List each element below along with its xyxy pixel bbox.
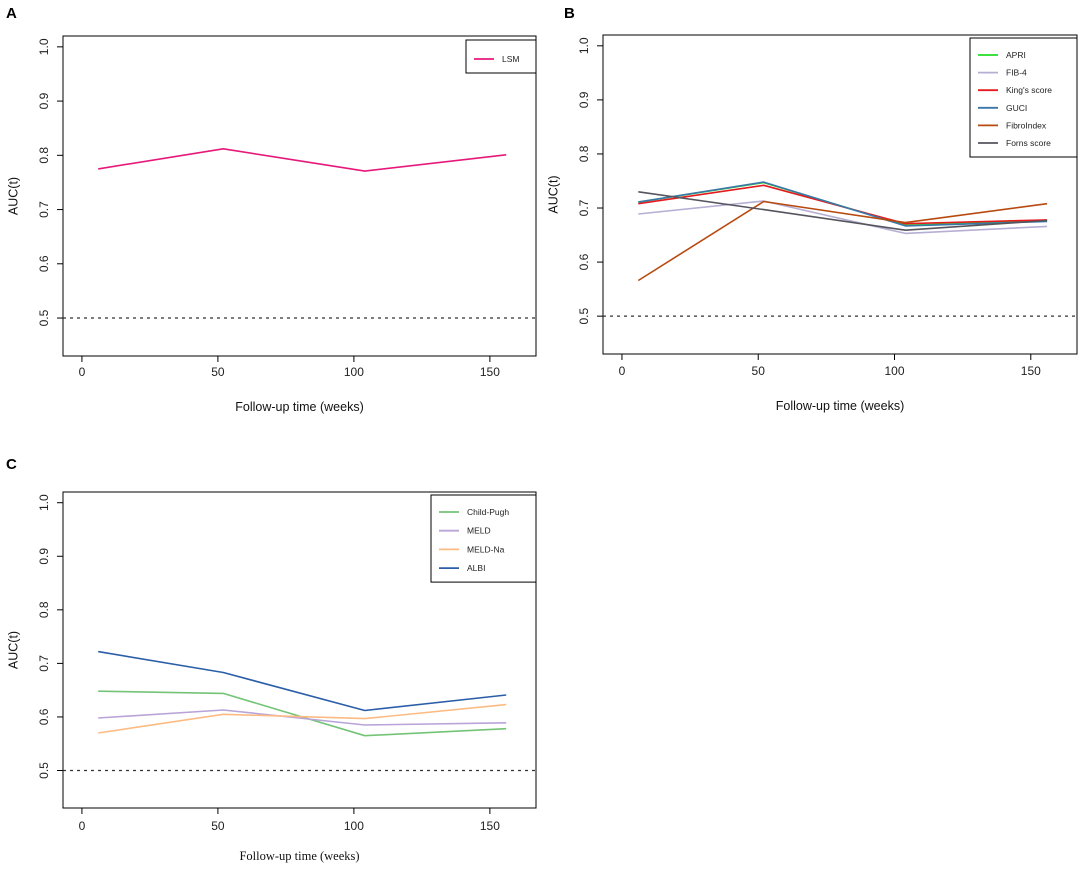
series-line-guci (638, 181, 1048, 227)
panel-A: A 0.5 0.6 0.7 0.8 0.9 1.0 0 50 100 150 Follow-up ti… (6, 5, 537, 414)
series-line-albi (98, 650, 507, 712)
x-tick-label: 100 (884, 364, 904, 378)
legend-label: Child-Pugh (467, 507, 509, 517)
series-line-child-pugh (98, 690, 507, 737)
y-tick-label: 0.6 (37, 255, 51, 272)
y-tick-label: 0.9 (37, 548, 51, 565)
y-tick-label: 1.0 (577, 37, 591, 54)
x-tick-label: 0 (79, 365, 86, 379)
y-tick-label: 0.7 (37, 201, 51, 218)
y-tick-label: 0.8 (37, 601, 51, 618)
legend-label: MELD (467, 526, 491, 536)
y-tick-label: 0.8 (37, 147, 51, 164)
y-tick-label: 0.5 (37, 309, 51, 326)
x-tick-label: 100 (344, 365, 364, 379)
y-tick-label: 0.6 (577, 253, 591, 270)
panel-letter: B (564, 5, 575, 22)
x-axis-title: Follow-up time (weeks) (235, 400, 364, 414)
legend-label: King's score (1006, 85, 1052, 95)
series-line-forns-score (638, 191, 1048, 231)
legend-label: APRI (1006, 50, 1026, 60)
x-axis-title: Follow-up time (weeks) (776, 399, 905, 413)
legend-label: GUCI (1006, 103, 1027, 113)
x-tick-label: 150 (1021, 364, 1041, 378)
x-tick-label: 150 (480, 365, 500, 379)
series-line-meld-na (98, 703, 507, 734)
x-tick-label: 150 (480, 819, 500, 833)
x-tick-label: 0 (619, 364, 626, 378)
plot-frame (62, 491, 537, 809)
y-tick-label: 1.0 (37, 494, 51, 511)
panel-C: C 0.5 0.6 0.7 0.8 0.9 1.0 0 50 100 150 Follow-up ti… (6, 456, 537, 863)
y-tick-label: 0.5 (577, 307, 591, 324)
y-tick-label: 0.8 (577, 145, 591, 162)
series-line-meld (98, 709, 507, 726)
series-line-lsm (98, 148, 507, 172)
series-line-fibroindex (637, 200, 1048, 282)
x-tick-label: 0 (79, 819, 86, 833)
y-tick-label: 0.7 (577, 199, 591, 216)
x-tick-label: 50 (211, 365, 225, 379)
y-tick-label: 0.9 (577, 91, 591, 108)
panel-letter: A (6, 5, 17, 22)
legend-label: MELD-Na (467, 544, 505, 554)
legend: LSM (465, 39, 537, 74)
legend-label: FIB-4 (1006, 68, 1027, 78)
y-axis-title: AUC(t) (546, 175, 560, 213)
legend: Child-Pugh MELD MELD-Na ALBI (430, 494, 537, 583)
series-line-king-s-score (638, 184, 1048, 225)
legend-box (969, 37, 1078, 158)
legend-label: ALBI (467, 563, 485, 573)
panel-B: B 0.5 0.6 0.7 0.8 0.9 1.0 0 50 100 150 Follow-up ti… (546, 5, 1078, 413)
x-tick-label: 50 (211, 819, 225, 833)
x-tick-label: 100 (344, 819, 364, 833)
y-tick-label: 0.9 (37, 92, 51, 109)
plot-frame (62, 35, 537, 357)
y-tick-label: 0.5 (37, 762, 51, 779)
y-tick-label: 0.6 (37, 708, 51, 725)
y-axis-title: AUC(t) (6, 177, 20, 215)
x-axis-title: Follow-up time (weeks) (239, 849, 359, 863)
legend-label: FibroIndex (1006, 120, 1047, 130)
y-tick-label: 1.0 (37, 38, 51, 55)
legend-box (465, 39, 537, 74)
x-tick-label: 50 (752, 364, 766, 378)
panel-letter: C (6, 456, 17, 473)
legend-label: LSM (502, 54, 519, 64)
legend-label: Forns score (1006, 138, 1051, 148)
y-axis-title: AUC(t) (6, 631, 20, 669)
plot-frame (602, 34, 1078, 355)
legend: APRI FIB-4 King's score GUCI FibroIndex Forns… (969, 37, 1078, 158)
y-tick-label: 0.7 (37, 655, 51, 672)
series-line-fib-4 (638, 200, 1048, 235)
